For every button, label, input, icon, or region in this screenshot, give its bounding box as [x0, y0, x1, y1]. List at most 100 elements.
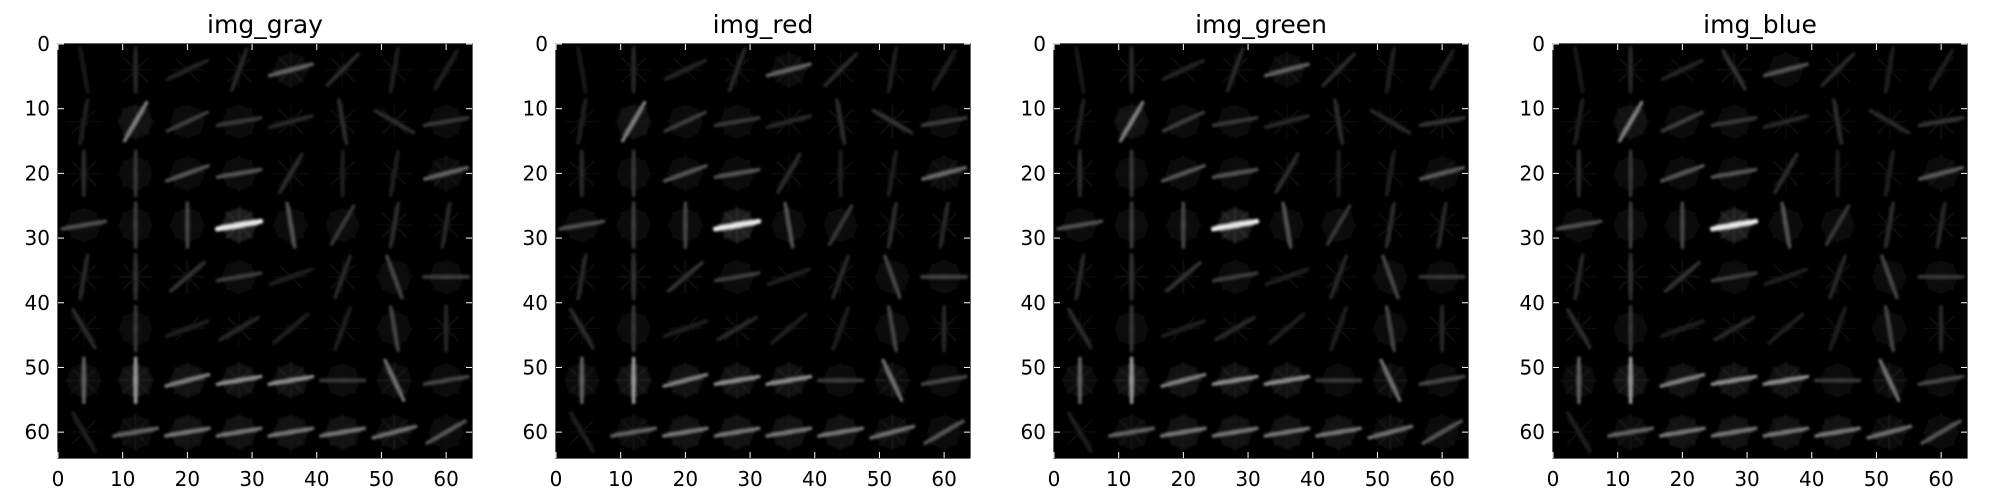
- hog-cell-mark: [1074, 46, 1086, 94]
- hog-cell-mark: [1384, 46, 1396, 94]
- hog-cell-mark: [371, 424, 418, 440]
- hog-cell-mark: [165, 110, 210, 133]
- hog-cell-mark: [1883, 305, 1895, 352]
- y-tick-label: 50: [1021, 355, 1046, 379]
- hog-cell-mark: [713, 167, 761, 179]
- hog-cell-mark: [576, 46, 588, 94]
- hog-cell-mark: [1917, 374, 1965, 386]
- chart-title: img_gray: [207, 10, 323, 39]
- hog-cell-mark: [1573, 253, 1585, 301]
- axes-frame: [1053, 43, 1469, 459]
- hog-cell-mark: [337, 98, 349, 145]
- hog-cell-mark: [1814, 426, 1861, 438]
- hog-cell-mark: [886, 46, 898, 94]
- hog-cell-mark: [1710, 374, 1758, 386]
- hog-cell-mark: [272, 312, 310, 345]
- x-tick-label: 30: [1235, 467, 1260, 491]
- hog-cell-mark: [1381, 254, 1400, 300]
- x-tick-label: 0: [1547, 467, 1560, 491]
- hog-cell-mark: [1418, 374, 1466, 386]
- axes-frame: [57, 43, 473, 459]
- y-tick-label: 10: [1021, 97, 1046, 121]
- x-tick-label: 0: [1048, 467, 1061, 491]
- hog-cell-mark: [268, 267, 314, 287]
- hog-cell-mark: [1274, 152, 1300, 195]
- x-tick-label: 30: [737, 467, 762, 491]
- y-tick-label: 60: [1021, 420, 1046, 444]
- hog-cell-mark: [1067, 411, 1093, 453]
- hog-cell-mark: [383, 358, 406, 403]
- hog-cell-mark: [620, 100, 647, 143]
- hog-cell-mark: [218, 315, 260, 342]
- hog-cell-mark: [1160, 372, 1207, 388]
- hog-cell-mark: [1329, 306, 1348, 351]
- chart-title: img_green: [1195, 10, 1327, 39]
- hog-cell-mark: [1164, 261, 1202, 293]
- hog-cell-mark: [1108, 426, 1155, 438]
- y-tick-label: 30: [523, 226, 548, 250]
- image-background: [1553, 44, 1967, 458]
- hog-cell-mark: [1056, 219, 1104, 231]
- x-tick-label: 50: [369, 467, 394, 491]
- x-tick-label: 60: [433, 467, 458, 491]
- hog-cell-mark: [1379, 358, 1402, 403]
- hog-cell-mark: [1384, 305, 1396, 352]
- hog-cell-mark: [835, 98, 847, 145]
- hog-cell-mark: [267, 62, 314, 78]
- hog-cell-mark: [1663, 261, 1701, 293]
- hog-cell-mark: [1074, 98, 1086, 145]
- hog-cell-mark: [1710, 116, 1758, 128]
- x-tick-label: 40: [1300, 467, 1325, 491]
- hog-cell-mark: [278, 152, 304, 195]
- hog-cell-mark: [931, 49, 957, 91]
- hog-cell-mark: [71, 307, 97, 350]
- hog-cell-mark: [165, 58, 210, 81]
- hog-cell-mark: [1573, 98, 1585, 145]
- x-tick-label: 50: [1365, 467, 1390, 491]
- x-tick-label: 0: [52, 467, 65, 491]
- hog-cell-mark: [422, 116, 470, 128]
- y-tick-label: 20: [1021, 161, 1046, 185]
- hog-cell-mark: [388, 305, 400, 352]
- hog-cell-mark: [1883, 201, 1895, 249]
- hog-cell-mark: [385, 254, 404, 300]
- hog-cell-mark: [1828, 306, 1847, 351]
- y-tick-label: 60: [25, 420, 50, 444]
- hog-cell-mark: [817, 426, 864, 438]
- hog-cell-mark: [319, 426, 366, 438]
- hog-cell-mark: [663, 58, 708, 81]
- y-tick-label: 0: [1532, 32, 1545, 56]
- y-tick-label: 0: [535, 32, 548, 56]
- hog-cell-mark: [766, 267, 812, 287]
- hog-cell-mark: [1935, 201, 1947, 249]
- hog-cell-mark: [1161, 58, 1206, 81]
- hog-cell-mark: [881, 358, 904, 403]
- hog-cell-mark: [1709, 218, 1759, 232]
- hog-cell-mark: [165, 164, 210, 183]
- y-tick-label: 40: [1520, 291, 1545, 315]
- x-tick-label: 20: [1171, 467, 1196, 491]
- hog-cell-mark: [713, 116, 761, 128]
- hog-cell-mark: [1384, 201, 1396, 249]
- hog-cell-mark: [1555, 219, 1603, 231]
- hog-cell-mark: [1767, 312, 1805, 345]
- hog-cell-mark: [712, 218, 762, 232]
- hog-cell-mark: [215, 374, 263, 386]
- hog-cell-mark: [285, 201, 297, 249]
- hog-cell-mark: [920, 374, 968, 386]
- hog-cell-mark: [1211, 426, 1259, 438]
- hog-cell-mark: [1710, 167, 1758, 179]
- x-tick-label: 40: [1799, 467, 1824, 491]
- hog-cell-mark: [1762, 62, 1809, 78]
- hog-cell-mark: [122, 100, 149, 143]
- x-tick-label: 30: [239, 467, 264, 491]
- hog-cell-mark: [423, 165, 470, 181]
- hog-cell-mark: [765, 374, 813, 386]
- x-tick-label: 30: [1734, 467, 1759, 491]
- hog-cell-mark: [886, 305, 898, 352]
- hog-cell-mark: [333, 306, 352, 351]
- hog-cell-mark: [1660, 110, 1705, 133]
- hog-cell-mark: [1421, 419, 1463, 445]
- hog-cell-mark: [388, 46, 400, 94]
